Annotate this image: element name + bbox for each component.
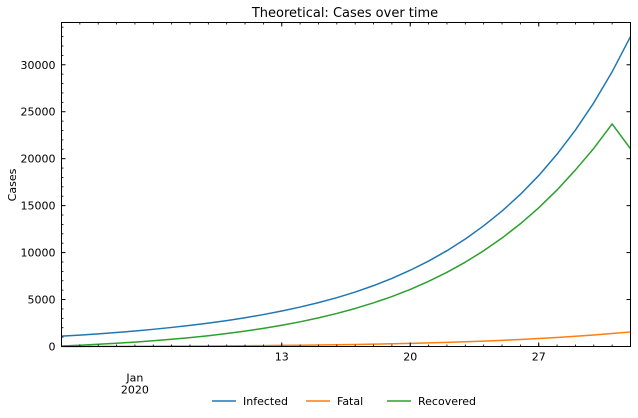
x-month-label: Jan — [125, 372, 143, 385]
y-tick-label: 0 — [49, 341, 56, 354]
series-line-recovered — [61, 123, 632, 347]
chart-title: Theoretical: Cases over time — [251, 6, 438, 21]
legend-label-recovered: Recovered — [418, 395, 476, 408]
plot-area-frame — [61, 22, 631, 347]
x-tick-label: 20 — [403, 351, 417, 364]
y-tick-label: 30000 — [21, 59, 56, 72]
y-tick-label: 20000 — [21, 153, 56, 166]
y-tick-label: 15000 — [21, 200, 56, 213]
y-tick-label: 10000 — [21, 247, 56, 260]
x-tick-label: 27 — [532, 351, 546, 364]
y-axis-label: Cases — [6, 168, 19, 201]
series-line-infected — [61, 36, 632, 337]
legend-label-infected: Infected — [243, 395, 288, 408]
legend-label-fatal: Fatal — [337, 395, 363, 408]
x-tick-label: 13 — [275, 351, 289, 364]
y-tick-label: 25000 — [21, 106, 56, 119]
legend: Infected Fatal Recovered — [212, 395, 476, 408]
x-month-label: 2020 — [121, 384, 149, 397]
y-tick-label: 5000 — [28, 294, 56, 307]
y-axis: 0 5000 10000 15000 20000 25000 30000 — [21, 26, 631, 354]
